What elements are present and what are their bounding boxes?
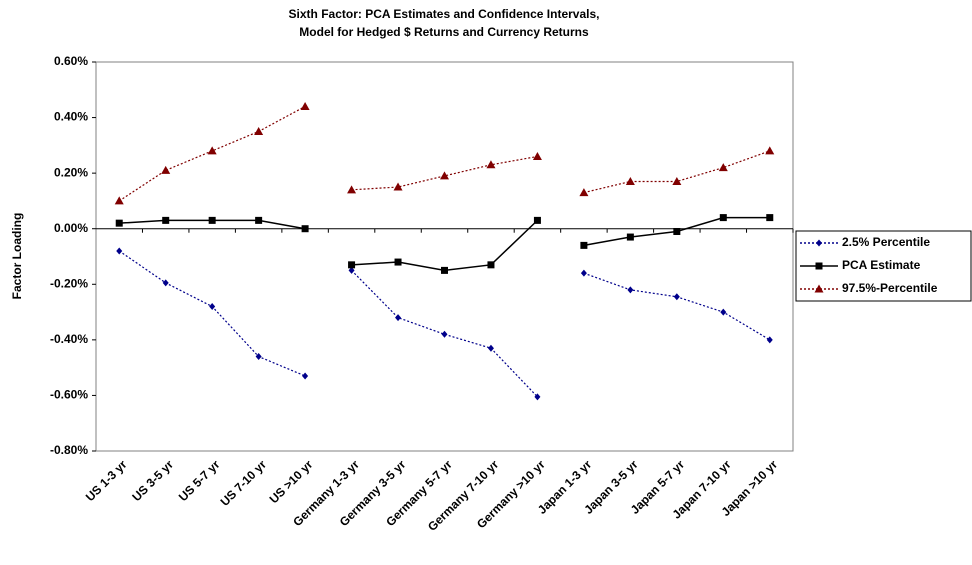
y-tick-label: -0.40% [50,332,88,346]
marker [255,353,262,361]
marker [766,214,774,222]
marker [673,227,681,235]
chart-title: Model for Hedged $ Returns and Currency … [299,25,589,39]
series-line [351,269,538,398]
y-tick-label: -0.80% [50,443,88,457]
plot-area [95,61,794,452]
marker [766,336,773,344]
legend-label: 97.5%-Percentile [842,281,938,295]
marker [719,214,727,222]
marker [487,261,495,269]
marker [441,266,448,274]
marker [254,126,264,135]
marker [627,286,634,294]
marker [534,393,541,401]
series-line [583,150,770,194]
x-tick-label: US 5-7 yr [176,457,223,504]
legend-label: PCA Estimate [842,258,921,272]
y-tick-label: 0.00% [54,221,88,235]
marker [301,225,309,233]
marker [207,146,217,155]
y-tick-label: 0.60% [54,54,88,68]
marker [116,247,123,255]
marker [347,185,357,194]
x-tick-label: US 7-10 yr [218,457,270,509]
y-tick-label: -0.20% [50,276,88,290]
marker [815,262,823,270]
y-tick-label: -0.60% [50,388,88,402]
legend-label: 2.5% Percentile [842,235,930,249]
marker [162,216,170,224]
y-tick-label: 0.20% [54,165,88,179]
series-line [583,272,771,341]
marker [765,146,775,155]
x-tick-label: US >10 yr [267,457,316,506]
marker [580,269,587,277]
marker [814,284,824,293]
x-tick-label: US 1-3 yr [83,457,130,504]
marker [393,182,403,191]
marker [533,216,541,224]
marker [579,188,589,197]
y-tick-label: 0.40% [54,110,88,124]
marker [486,160,496,169]
series-line [351,155,538,191]
marker [441,330,448,338]
marker [672,176,682,185]
marker [161,165,171,174]
marker [720,308,727,316]
series-line [118,250,306,377]
marker [580,241,588,249]
marker [302,372,309,380]
marker [348,261,356,269]
marker [718,163,728,172]
marker [394,258,402,266]
marker [348,266,355,274]
marker [625,176,635,185]
marker [162,279,169,287]
marker [255,216,263,224]
marker [209,303,216,311]
marker [626,233,634,241]
marker [114,196,124,205]
marker [208,216,216,224]
y-axis-label: Factor Loading [10,213,24,300]
x-tick-label: US 3-5 yr [129,457,176,504]
marker [395,314,402,322]
marker [673,293,680,301]
marker [816,239,822,247]
marker [300,101,310,110]
marker [487,344,494,352]
marker [440,171,449,180]
chart-title: Sixth Factor: PCA Estimates and Confiden… [289,7,600,21]
marker [532,151,542,160]
marker [115,219,123,227]
series-line [351,219,538,272]
